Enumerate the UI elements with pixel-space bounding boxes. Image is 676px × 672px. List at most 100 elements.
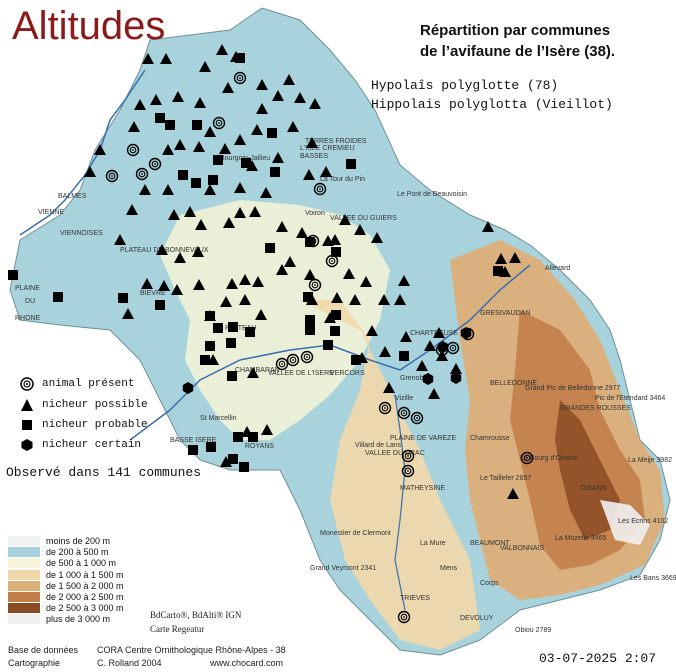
river-drac [394,394,406,611]
marker-possible [141,278,153,289]
marker-probable [265,243,275,253]
credit-site[interactable]: www.chocard.com [210,658,284,668]
marker-possible [272,90,284,101]
marker-present [397,610,411,624]
marker-possible [128,121,140,132]
credit-base-label: Base de données [8,645,79,655]
altitude-label: de 2 500 à 3 000 m [46,603,124,614]
place-label: Le Pont de Beauvoisin [397,191,467,198]
marker-possible [226,278,238,289]
place-label: ROYANS [245,443,274,450]
marker-possible [84,166,96,177]
marker-possible [276,221,288,232]
altitude-legend-row: de 2 500 à 3 000 m [8,603,156,614]
source-line-2: Carte Regeatur [150,624,205,634]
marker-possible [349,294,361,305]
marker-probable [206,442,216,452]
marker-possible [343,268,355,279]
altitude-swatch [8,558,40,569]
date-stamp: 03-07-2025 2:07 [539,651,657,666]
place-label: Le Taillefer 2857 [480,475,531,482]
marker-probable [226,338,236,348]
heading-line-1: Répartition par communes [420,22,611,39]
place-label: GRANDES ROUSSES [560,405,631,412]
marker-probable [239,462,249,472]
marker-probable [188,445,198,455]
place-label: CHARTREUSE [410,330,458,337]
marker-possible [507,488,519,499]
place-label: VALLEE DE L'ISERE [268,370,334,377]
marker-possible [320,166,332,177]
marker-present [135,167,149,181]
altitude-swatch [8,536,40,546]
place-label: Voiron [305,210,325,217]
marker-probable [213,323,223,333]
marker-possible [114,234,126,245]
marker-possible [204,126,216,137]
marker-possible [339,214,351,225]
altitude-swatch [8,569,40,580]
marker-possible [360,276,372,287]
marker-probable [205,311,215,321]
marker-possible [366,325,378,336]
place-label: VIENNOISES [60,230,103,237]
place-label: MATHEYSINE [400,485,445,492]
marker-possible [383,382,395,393]
hexagon-icon [21,439,33,451]
marker-present [105,169,119,183]
marker-possible [329,234,341,245]
marker-probable [305,325,315,335]
marker-possible [378,294,390,305]
altitude-swatch [8,547,40,558]
altitude-legend-row: de 500 à 1 000 m [8,558,156,569]
circle-target-icon [20,377,34,391]
credit-carto-label: Cartographie [8,658,61,668]
altitude-label: de 200 à 500 m [46,547,109,558]
marker-possible [223,217,235,228]
altitude-swatch [8,614,40,625]
marker-possible [234,207,246,218]
altitude-label: de 1 500 à 2 000 m [46,580,124,591]
altitude-swatch [8,603,40,614]
marker-probable [192,120,202,130]
legend-label-possible: nicheur possible [42,399,148,411]
place-label: Allevard [545,265,570,272]
place-label: BIEVRE [140,290,166,297]
place-label: VIENNE [38,209,64,216]
marker-probable [267,128,277,138]
marker-present [148,157,162,171]
marker-present [401,464,415,478]
marker-probable [330,326,340,336]
marker-possible [379,346,391,357]
marker-possible [156,244,168,255]
marker-possible [303,169,315,180]
marker-possible [162,184,174,195]
marker-probable [200,355,210,365]
marker-certain [450,372,462,384]
marker-probable [155,113,165,123]
marker-probable [493,266,503,276]
place-label: Grand Veymont 2341 [310,565,376,572]
glacier-area [600,500,650,545]
marker-possible [283,74,295,85]
credit-carto-value: C. Rolland 2004 [97,658,162,668]
marker-possible [450,363,462,374]
marker-possible [172,91,184,102]
place-label: St Marcellin [200,415,237,422]
marker-probable [351,355,361,365]
marker-possible [162,144,174,155]
marker-possible [433,327,445,338]
altitude-legend-row: de 2 000 à 2 500 m [8,592,156,602]
marker-possible [199,61,211,72]
marker-present [397,406,411,420]
place-label: La Muzelle 3465 [555,535,606,542]
altitude-label: moins de 200 m [46,536,111,546]
altitude-label: plus de 3 000 m [46,614,111,625]
marker-possible [371,232,383,243]
marker-possible [331,292,343,303]
marker-possible [509,252,521,263]
place-label: DU [25,298,35,305]
marker-probable [118,293,128,303]
marker-possible [256,79,268,90]
